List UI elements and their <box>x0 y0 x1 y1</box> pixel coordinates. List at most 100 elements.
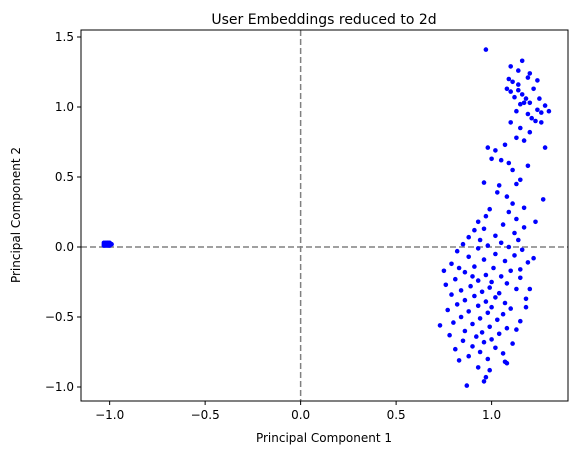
scatter-point <box>458 314 464 320</box>
scatter-point <box>453 276 458 282</box>
scatter-point <box>514 216 519 222</box>
scatter-point <box>485 145 491 150</box>
scatter-point <box>443 282 449 288</box>
scatter-point <box>508 120 513 125</box>
x-tick-label: −0.5 <box>191 408 220 422</box>
scatter-point <box>462 328 468 334</box>
scatter-point <box>525 75 531 80</box>
scatter-point <box>449 261 454 267</box>
scatter-point <box>466 254 472 260</box>
scatter-point <box>483 374 489 380</box>
scatter-point <box>475 219 481 225</box>
scatter-point <box>504 281 510 286</box>
scatter-point <box>546 108 552 114</box>
scatter-point <box>525 163 531 169</box>
scatter-point <box>464 383 470 388</box>
scatter-point <box>531 86 536 92</box>
scatter-point <box>472 227 477 233</box>
scatter-point <box>525 111 531 117</box>
scatter-point <box>495 317 500 323</box>
scatter-point <box>523 96 529 101</box>
scatter-point <box>487 206 493 212</box>
scatter-point <box>527 100 533 106</box>
scatter-point <box>468 283 473 289</box>
scatter-point <box>519 247 525 253</box>
scatter-point <box>493 148 498 153</box>
scatter-point <box>523 304 529 310</box>
scatter-point <box>487 285 493 290</box>
scatter-point <box>498 157 504 163</box>
scatter-point <box>531 255 536 261</box>
scatter-point <box>512 253 517 258</box>
scatter-point <box>518 125 523 131</box>
y-tick-label: 0.0 <box>55 240 74 254</box>
scatter-point <box>489 156 494 162</box>
x-tick-label: 1.0 <box>482 408 501 422</box>
scatter-point <box>498 240 504 246</box>
scatter-point <box>508 306 513 311</box>
scatter-point <box>460 241 466 247</box>
scatter-point <box>516 68 521 73</box>
scatter-point <box>496 331 502 337</box>
scatter-point <box>539 110 544 115</box>
scatter-point <box>449 292 454 297</box>
scatter-point <box>445 307 451 313</box>
scatter-point <box>510 79 515 85</box>
scatter-point <box>521 205 527 211</box>
scatter-point <box>535 107 540 113</box>
reference-lines <box>81 30 568 401</box>
scatter-point <box>481 257 487 262</box>
scatter-point <box>485 243 491 248</box>
x-axis-ticks: −1.0 −0.5 0.0 0.5 1.0 <box>95 401 501 422</box>
scatter-point <box>504 86 510 92</box>
scatter-point <box>477 316 483 321</box>
scatter-point <box>514 286 519 292</box>
scatter-point <box>529 115 534 121</box>
scatter-point <box>475 303 481 309</box>
scatter-point <box>500 311 506 317</box>
x-tick-label: −1.0 <box>95 408 124 422</box>
scatter-point <box>510 167 515 173</box>
y-tick-label: −0.5 <box>45 310 74 324</box>
scatter-point <box>519 58 525 64</box>
scatter-point <box>540 197 546 202</box>
scatter-point <box>475 365 481 370</box>
scatter-point <box>500 222 506 227</box>
scatter-point <box>462 269 468 275</box>
scatter-point <box>516 82 521 87</box>
scatter-point <box>493 251 498 257</box>
scatter-point <box>508 89 513 94</box>
scatter-point <box>493 295 498 300</box>
scatter-point <box>475 278 481 283</box>
scatter-point <box>485 310 491 316</box>
scatter-point <box>481 379 487 384</box>
scatter-point <box>466 309 472 314</box>
scatter-point <box>466 234 472 240</box>
y-tick-label: −1.0 <box>45 380 74 394</box>
scatter-point <box>451 320 456 325</box>
scatter-point <box>506 76 512 82</box>
scatter-point <box>489 304 494 310</box>
scatter-point <box>470 321 475 327</box>
scatter-point <box>537 96 542 101</box>
scatter-point <box>518 318 523 324</box>
scatter-point <box>506 209 512 215</box>
scatter-point <box>493 233 498 239</box>
scatter-point <box>472 264 477 269</box>
y-axis-ticks: −1.0 −0.5 0.0 0.5 1.0 1.5 <box>45 30 81 394</box>
scatter-point <box>521 225 527 230</box>
scatter-point <box>533 118 538 124</box>
scatter-point <box>477 237 483 243</box>
scatter-point <box>485 356 491 362</box>
scatter-point <box>483 47 489 52</box>
scatter-point <box>475 246 481 251</box>
scatter-point <box>470 344 475 349</box>
scatter-point <box>504 194 510 199</box>
scatter-point <box>474 334 479 339</box>
scatter-point <box>472 293 477 299</box>
scatter-points <box>101 47 552 388</box>
scatter-point <box>514 108 519 114</box>
scatter-point <box>491 265 496 271</box>
scatter-point <box>466 353 472 359</box>
scatter-point <box>481 226 487 232</box>
